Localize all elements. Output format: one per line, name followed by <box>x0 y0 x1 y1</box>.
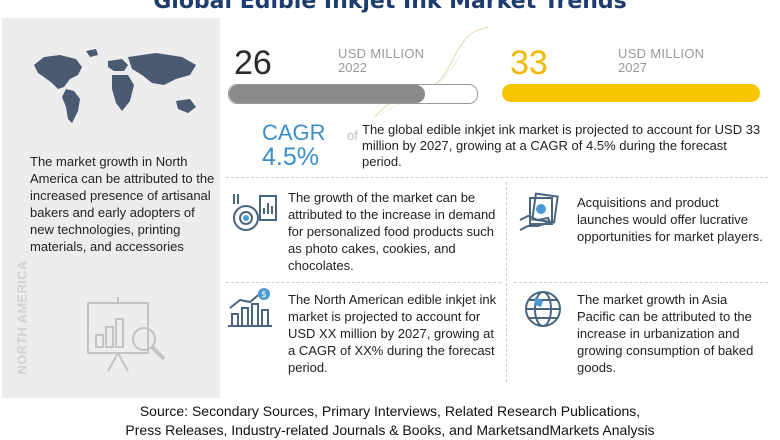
year-label-2022: 2022 <box>338 60 367 75</box>
cagr-description: The global edible inkjet ink market is p… <box>362 122 761 169</box>
progress-bar-2022 <box>228 84 478 104</box>
divider <box>506 182 507 382</box>
market-value-2022: 26 <box>234 44 272 82</box>
market-value-2027: 33 <box>510 44 548 82</box>
presentation-analysis-icon <box>87 297 166 372</box>
unit-label-2027: USD MILLION <box>618 46 705 61</box>
north-america-panel <box>2 18 220 398</box>
divider <box>514 282 768 283</box>
food-chart-icon <box>233 194 277 231</box>
page-title: Global Edible Inkjet Ink Market Trends <box>153 0 627 14</box>
source-line-2: Press Releases, Industry-related Journal… <box>125 422 655 438</box>
cagr-value: 4.5% <box>262 143 319 171</box>
decorative-swoosh <box>374 26 489 118</box>
block-text-north-america-market: The North American edible inkjet ink mar… <box>288 292 497 375</box>
progress-bar-2027 <box>502 84 760 102</box>
divider <box>226 282 501 283</box>
unit-label-2022: USD MILLION <box>338 46 425 61</box>
money-hand-icon <box>519 192 559 231</box>
dollar-bar-chart-icon: $ <box>228 288 272 327</box>
progress-bar-2022-fill <box>229 85 425 103</box>
north-america-vertical-label: NORTH AMERICA <box>14 260 30 375</box>
cagr-label: CAGR <box>262 120 326 145</box>
block-text-acquisitions: Acquisitions and product launches would … <box>577 195 763 244</box>
globe-icon <box>525 291 561 327</box>
north-america-text: The market growth in North America can b… <box>30 154 215 254</box>
year-label-2027: 2027 <box>618 60 647 75</box>
world-map-icon <box>34 49 196 123</box>
block-text-personalized-food: The growth of the market can be attribut… <box>288 190 496 273</box>
block-text-asia-pacific: The market growth in Asia Pacific can be… <box>577 292 754 375</box>
source-note: Source: Secondary Sources, Primary Inter… <box>0 402 780 440</box>
divider <box>226 177 768 178</box>
svg-text:$: $ <box>261 290 267 300</box>
cagr-of-label: of <box>347 128 358 143</box>
source-line-1: Source: Secondary Sources, Primary Inter… <box>139 403 641 419</box>
